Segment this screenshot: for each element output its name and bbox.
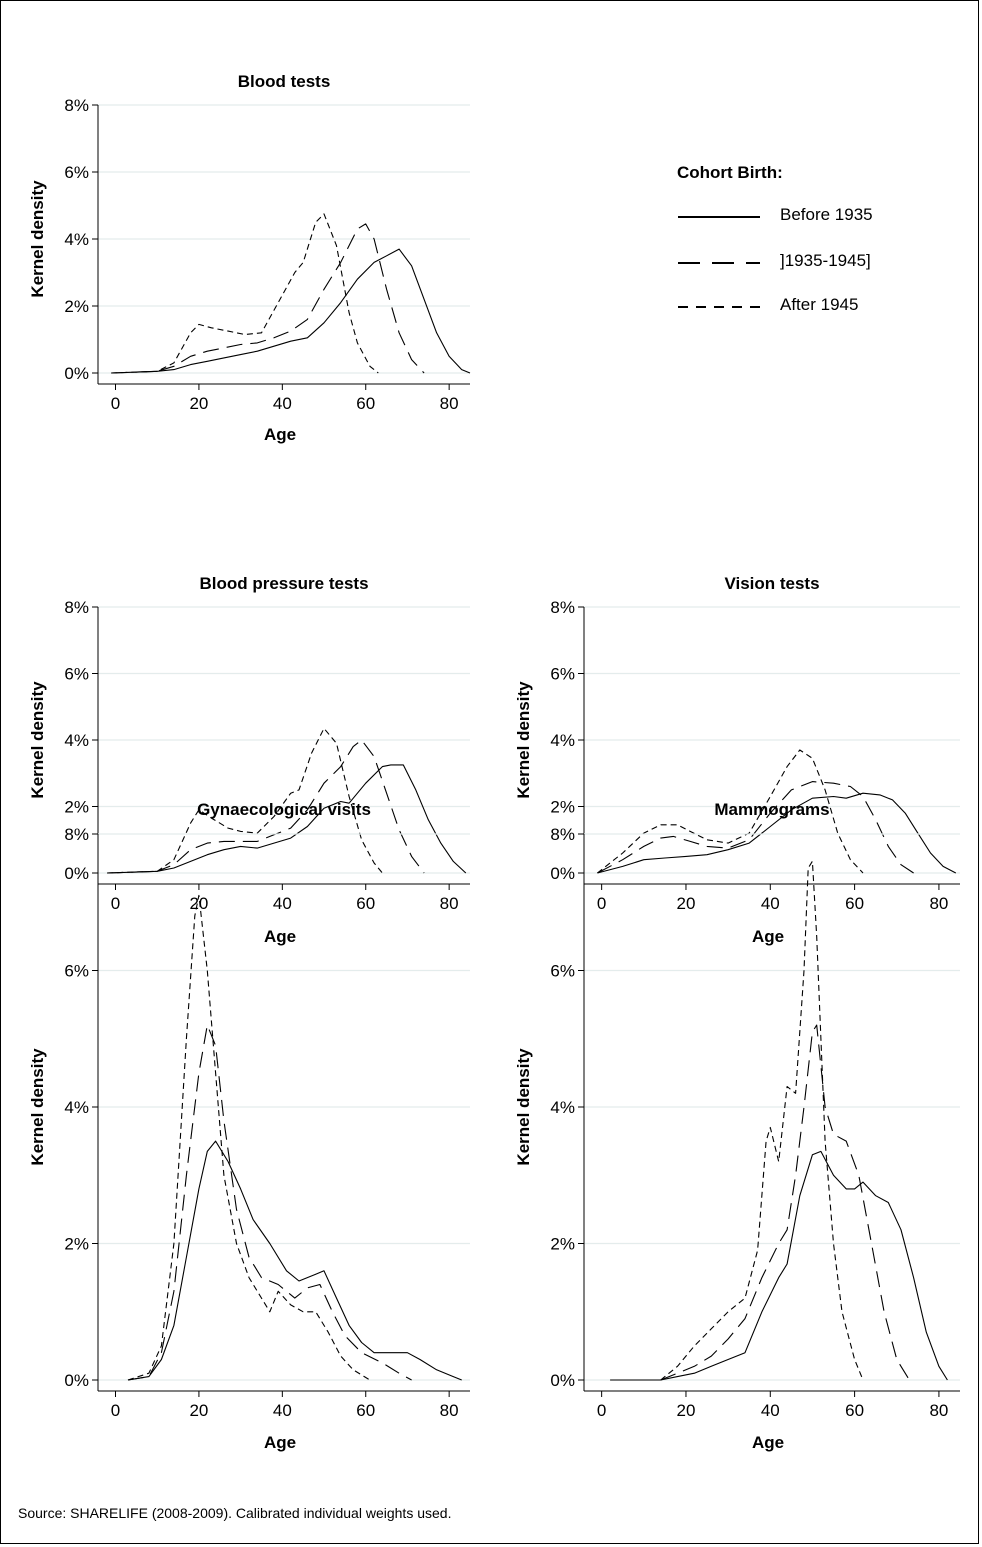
series-after-1945 [127, 894, 371, 1381]
legend-title: Cohort Birth: [677, 163, 783, 182]
y-tick-label: 0% [64, 1371, 89, 1390]
chart-panel: 0% 2% 4% 6% 8% 0 20 40 60 80 Gynaecological visits… [28, 800, 470, 1452]
x-axis-label: Age [752, 927, 784, 946]
y-tick-label: 8% [64, 825, 89, 844]
y-tick-label: 2% [64, 798, 89, 817]
long-dash-line-swatch [678, 262, 760, 264]
x-tick-label: 60 [356, 394, 375, 413]
y-tick-label: 4% [64, 1098, 89, 1117]
y-tick-label: 2% [64, 297, 89, 316]
y-tick-label: 0% [550, 864, 575, 883]
x-tick-label: 0 [597, 1401, 606, 1420]
y-tick-label: 6% [550, 665, 575, 684]
y-tick-label: 8% [550, 598, 575, 617]
x-axis-label: Age [264, 425, 296, 444]
y-tick-label: 0% [64, 864, 89, 883]
chart-title: Gynaecological visits [197, 800, 371, 819]
short-dash-line-swatch [678, 306, 760, 308]
legend-label: Before 1935 [780, 205, 873, 224]
series-1935-1945 [660, 1024, 910, 1381]
x-tick-label: 80 [929, 894, 948, 913]
x-tick-label: 40 [273, 394, 292, 413]
y-axis-label: Kernel density [28, 1048, 47, 1166]
y-tick-label: 6% [64, 665, 89, 684]
x-tick-label: 0 [111, 894, 120, 913]
chart-title: Blood tests [238, 72, 331, 91]
chart-panel: 0% 2% 4% 6% 8% 0 20 40 60 80 Vision tests Age Kernel… [514, 574, 960, 946]
legend-label: After 1945 [780, 295, 859, 314]
y-tick-label: 6% [64, 163, 89, 182]
series-before-1935 [111, 248, 471, 374]
source-note: Source: SHARELIFE (2008-2009). Calibrate… [18, 1505, 452, 1521]
x-tick-label: 20 [189, 1401, 208, 1420]
series-after-1945 [111, 213, 379, 374]
series-1935-1945 [111, 223, 425, 374]
y-tick-label: 4% [550, 731, 575, 750]
y-tick-label: 8% [64, 96, 89, 115]
x-tick-label: 60 [845, 894, 864, 913]
y-axis-label: Kernel density [28, 681, 47, 799]
y-tick-label: 2% [550, 1235, 575, 1254]
series-before-1935 [597, 792, 957, 874]
y-tick-label: 6% [550, 962, 575, 981]
solid-line-swatch [678, 216, 760, 218]
chart-title: Blood pressure tests [199, 574, 368, 593]
chart-panel: 0% 2% 4% 6% 8% 0 20 40 60 80 Blood tests Age Kernel … [28, 72, 471, 444]
series-before-1935 [107, 764, 467, 874]
x-tick-label: 20 [189, 394, 208, 413]
y-tick-label: 6% [64, 962, 89, 981]
series-after-1945 [597, 749, 864, 874]
x-tick-label: 20 [677, 894, 696, 913]
x-tick-label: 40 [273, 1401, 292, 1420]
x-tick-label: 20 [677, 1401, 696, 1420]
y-tick-label: 0% [64, 364, 89, 383]
x-tick-label: 20 [189, 894, 208, 913]
y-tick-label: 8% [64, 598, 89, 617]
chart-title: Vision tests [724, 574, 819, 593]
x-tick-label: 60 [356, 1401, 375, 1420]
series-before-1935 [610, 1150, 948, 1381]
chart-panel: 0% 2% 4% 6% 8% 0 20 40 60 80 Blood pressure tests A… [28, 574, 470, 946]
series-1935-1945 [597, 781, 914, 874]
x-tick-label: 60 [356, 894, 375, 913]
chart-title: Mammograms [714, 800, 829, 819]
y-tick-label: 2% [64, 1235, 89, 1254]
y-tick-label: 4% [64, 230, 89, 249]
x-tick-label: 40 [761, 894, 780, 913]
x-tick-label: 0 [111, 1401, 120, 1420]
series-1935-1945 [107, 739, 425, 874]
y-tick-label: 8% [550, 825, 575, 844]
legend-label: ]1935-1945] [780, 251, 871, 270]
y-tick-label: 4% [550, 1098, 575, 1117]
series-after-1945 [107, 727, 383, 874]
x-tick-label: 0 [111, 394, 120, 413]
x-tick-label: 80 [929, 1401, 948, 1420]
x-tick-label: 80 [440, 1401, 459, 1420]
x-tick-label: 0 [597, 894, 606, 913]
x-tick-label: 40 [273, 894, 292, 913]
y-axis-label: Kernel density [514, 1048, 533, 1166]
x-tick-label: 40 [761, 1401, 780, 1420]
series-1935-1945 [127, 1024, 412, 1381]
y-axis-label: Kernel density [28, 180, 47, 298]
series-after-1945 [660, 860, 864, 1381]
y-tick-label: 4% [64, 731, 89, 750]
y-tick-label: 0% [550, 1371, 575, 1390]
x-tick-label: 80 [440, 894, 459, 913]
x-axis-label: Age [264, 927, 296, 946]
x-tick-label: 60 [845, 1401, 864, 1420]
chart-panel: 0% 2% 4% 6% 8% 0 20 40 60 80 Mammograms Age Kernel d… [514, 800, 960, 1452]
series-before-1935 [127, 1140, 462, 1381]
y-axis-label: Kernel density [514, 681, 533, 799]
x-axis-label: Age [264, 1433, 296, 1452]
y-tick-label: 2% [550, 798, 575, 817]
x-tick-label: 80 [440, 394, 459, 413]
x-axis-label: Age [752, 1433, 784, 1452]
